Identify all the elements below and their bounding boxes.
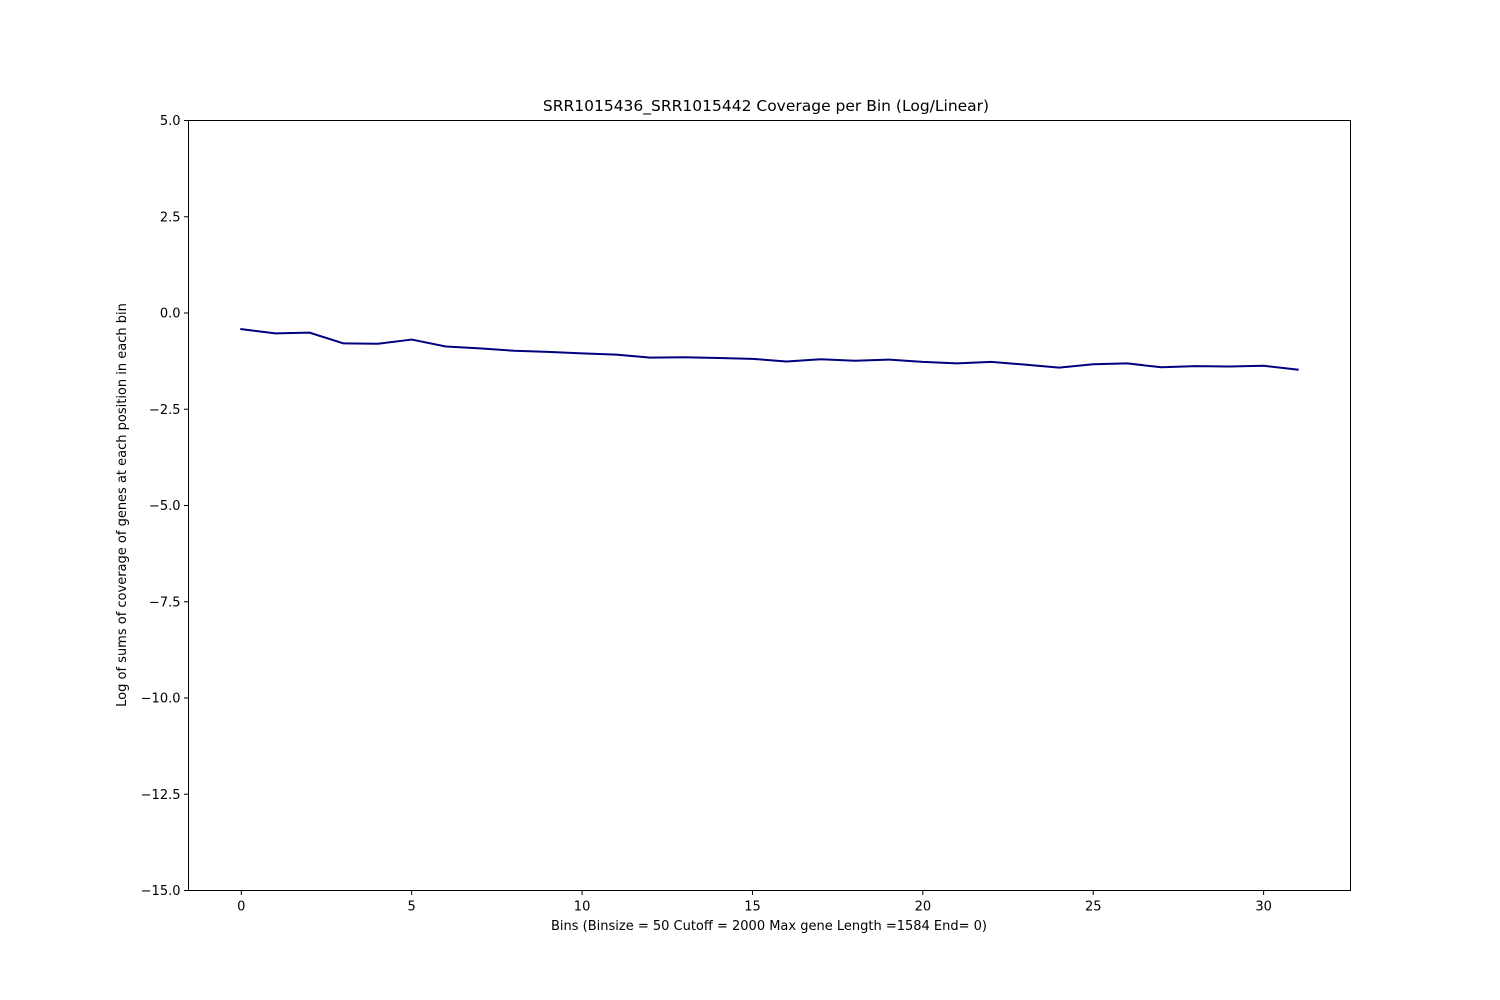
y-tick-label: −2.5 [149, 403, 181, 418]
y-axis-label: Log of sums of coverage of genes at each… [115, 303, 130, 707]
chart-title: SRR1015436_SRR1015442 Coverage per Bin (… [543, 97, 989, 116]
y-tick-label: −7.5 [149, 595, 181, 610]
x-tick-label: 30 [1255, 900, 1272, 915]
plot-series [240, 328, 1299, 371]
plot-frame [188, 120, 1351, 891]
x-tick-label: 25 [1085, 900, 1102, 915]
y-tick-label: 2.5 [160, 210, 181, 225]
x-tick-label: 10 [574, 900, 591, 915]
y-tick-label: 5.0 [160, 114, 181, 129]
x-axis-ticks: 0 5 10 15 20 25 30 [237, 890, 1272, 915]
x-tick-label: 5 [408, 900, 416, 915]
y-tick-label: −5.0 [149, 499, 181, 514]
y-tick-label: −12.5 [141, 788, 181, 803]
y-tick-label: −15.0 [141, 884, 181, 899]
y-tick-label: −10.0 [141, 692, 181, 707]
x-tick-label: 0 [237, 900, 245, 915]
x-tick-label: 15 [744, 900, 761, 915]
y-axis-ticks: 5.0 2.5 0.0 −2.5 −5.0 −7.5 −10.0 −12.5 −15.0 [141, 114, 189, 899]
x-tick-label: 20 [915, 900, 932, 915]
x-axis-label: Bins (Binsize = 50 Cutoff = 2000 Max gen… [551, 919, 987, 934]
y-tick-label: 0.0 [160, 307, 181, 322]
coverage-series-line [240, 328, 1299, 371]
